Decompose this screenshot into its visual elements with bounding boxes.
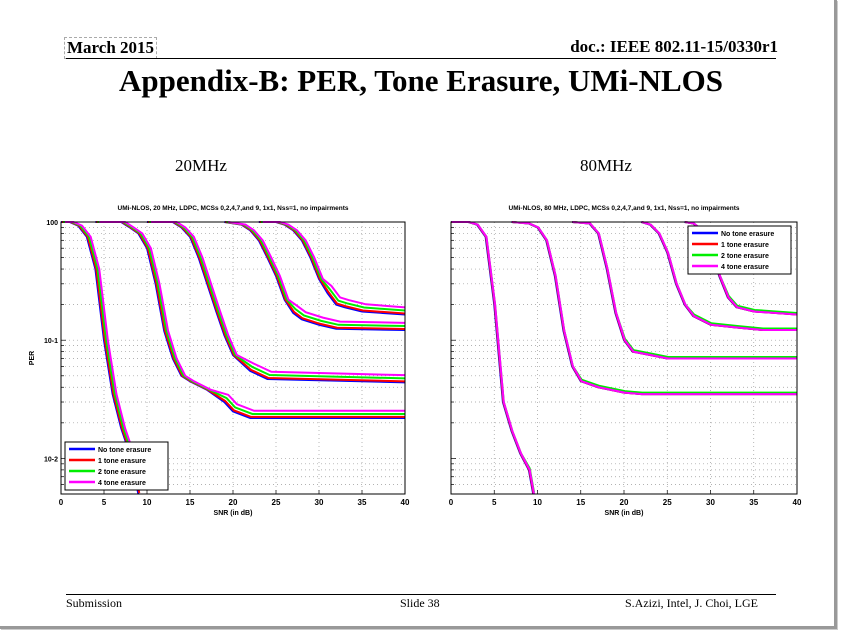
x-tick-label: 10 — [533, 498, 542, 507]
header-doc-id: doc.: IEEE 802.11-15/0330r1 — [570, 37, 778, 56]
series-line-4-tone-erasure-mcs4 — [572, 221, 797, 360]
legend: No tone erasure 1 tone erasure 2 tone eras… — [64, 441, 169, 491]
x-tick-label: 20 — [229, 498, 238, 507]
y-tick-label: 10-2 — [44, 456, 58, 463]
legend-label: 2 tone erasure — [721, 253, 769, 260]
header-divider — [66, 58, 776, 59]
x-tick-label: 25 — [272, 498, 281, 507]
y-tick-label: 10-1 — [44, 338, 58, 345]
series-line-4-tone-erasure-mcs2 — [99, 221, 405, 412]
x-tick-label: 20 — [620, 498, 629, 507]
chart-0: 0 5 10 15 20 25 30 35 40 100 10-1 10-2 UMi-NLOS, 20 … — [29, 205, 410, 517]
subtitle-80mhz: 80MHz — [580, 156, 632, 175]
x-tick-label: 15 — [186, 498, 195, 507]
series-line-4-tone-erasure-mcs7 — [641, 221, 797, 331]
x-tick-label: 35 — [749, 498, 758, 507]
series-line-4-tone-erasure-mcs0 — [451, 221, 536, 495]
series-line-4-tone-erasure-mcs9 — [262, 221, 406, 309]
slide-title: Appendix-B: PER, Tone Erasure, UMi-NLOS — [118, 63, 723, 98]
x-tick-label: 30 — [706, 498, 715, 507]
legend-label: No tone erasure — [98, 447, 151, 454]
series-line-4-tone-erasure-mcs2 — [512, 221, 797, 396]
x-tick-label: 15 — [576, 498, 585, 507]
legend-label: 4 tone erasure — [98, 480, 146, 487]
chart-title: UMi-NLOS, 80 MHz, LDPC, MCSs 0,2,4,7,and… — [509, 205, 740, 212]
footer-authors: S.Azizi, Intel, J. Choi, LGE — [625, 596, 758, 610]
footer-slide-number: Slide 38 — [400, 596, 440, 610]
legend-label: 1 tone erasure — [721, 242, 769, 249]
legend-label: 2 tone erasure — [98, 469, 146, 476]
x-tick-label: 5 — [102, 498, 107, 507]
series-line-4-tone-erasure-mcs4 — [150, 221, 406, 377]
chart-1: 0 5 10 15 20 25 30 35 40 UMi-NLOS, 80 MHz, LDPC, … — [449, 205, 802, 517]
legend-label: 1 tone erasure — [98, 458, 146, 465]
x-axis-label: SNR (in dB) — [605, 510, 644, 517]
y-axis-label: PER — [29, 351, 36, 365]
chart-title: UMi-NLOS, 20 MHz, LDPC, MCSs 0,2,4,7,and… — [118, 205, 349, 212]
x-tick-label: 0 — [59, 498, 64, 507]
x-tick-label: 35 — [358, 498, 367, 507]
footer-submission: Submission — [66, 596, 123, 610]
x-tick-label: 30 — [315, 498, 324, 507]
x-tick-label: 25 — [663, 498, 672, 507]
x-tick-label: 10 — [143, 498, 152, 507]
x-tick-label: 40 — [793, 498, 802, 507]
subtitle-20mhz: 20MHz — [175, 156, 227, 175]
y-tick-label: 100 — [46, 220, 58, 227]
series-line-4-tone-erasure-mcs0 — [64, 221, 144, 488]
footer-divider — [66, 594, 776, 595]
legend-label: No tone erasure — [721, 231, 774, 238]
x-axis-label: SNR (in dB) — [214, 510, 253, 517]
x-tick-label: 0 — [449, 498, 454, 507]
legend-label: 4 tone erasure — [721, 264, 769, 271]
legend: No tone erasure 1 tone erasure 2 tone eras… — [687, 225, 792, 275]
x-tick-label: 5 — [492, 498, 497, 507]
series-line-4-tone-erasure-mcs7 — [228, 221, 406, 324]
x-tick-label: 40 — [401, 498, 410, 507]
